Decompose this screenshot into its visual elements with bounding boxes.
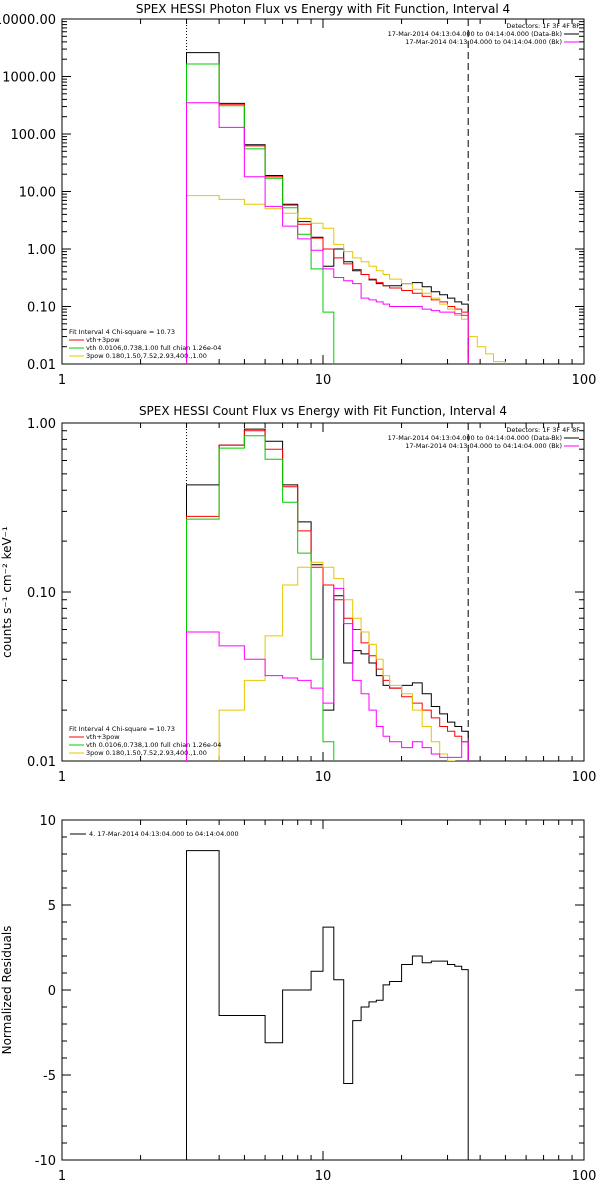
legend-entry-label: 4. 17-Mar-2014 04:13:04.000 to 04:14:04.… <box>89 830 239 838</box>
y-tick-label: 5 <box>48 899 56 914</box>
x-tick-label: 1 <box>58 373 66 388</box>
x-tick-label: 100 <box>572 770 597 785</box>
x-tick-label: 10 <box>315 770 332 785</box>
series-line-5 <box>186 102 469 364</box>
series-line-5 <box>186 587 469 761</box>
panel-3: 1 10 100 -10 -5 0 5 10 Normalized Residuals 4. 17… <box>0 814 596 1184</box>
x-tick-label: 1 <box>58 1169 66 1184</box>
y-tick-label: -5 <box>43 1069 56 1084</box>
series-group <box>186 428 469 761</box>
series-line-3 <box>186 435 335 761</box>
y-tick-label: 0.10 <box>27 586 56 601</box>
x-tick-label: 10 <box>315 1169 332 1184</box>
fit-legend-label: 3pow 0.180,1.50,7.52,2.93,400.,1.00 <box>86 352 207 360</box>
fit-legend-label: vth 0.0106,0.738,1.00 full chian 1.26e-0… <box>86 741 221 749</box>
series-group <box>186 52 506 364</box>
plot-frame <box>61 819 585 1161</box>
y-tick-label: 10.00 <box>19 186 56 201</box>
y-tick-label: 0.10 <box>27 301 56 316</box>
y-axis-label: Normalized Residuals <box>0 926 14 1055</box>
x-tick-label: 1 <box>58 770 66 785</box>
panel-1: SPEX HESSI Photon Flux vs Energy with Fi… <box>0 2 596 388</box>
y-tick-label: 0.01 <box>27 358 56 373</box>
legend-entry-label: 17-Mar-2014 04:13:04.000 to 04:14:04.000… <box>405 442 562 450</box>
y-tick-label: 1000.00 <box>2 71 56 86</box>
legend-entry-label: 17-Mar-2014 04:13:04.000 to 04:14:04.000… <box>388 434 562 442</box>
legend-header: Detectors: 1F 3F 4F 8F <box>506 22 580 30</box>
legend-header: Detectors: 1F 3F 4F 8F <box>506 426 580 434</box>
fit-legend-header: Fit Interval 4 Chi-square = 10.73 <box>69 725 175 733</box>
series-line-4 <box>186 195 506 364</box>
x-tick-label: 100 <box>572 373 597 388</box>
series-line-4 <box>218 561 456 761</box>
series-line-1 <box>186 428 469 761</box>
y-tick-label: 10000.00 <box>0 13 56 28</box>
series-line-1 <box>186 850 469 1160</box>
y-tick-label: 10 <box>39 814 56 829</box>
x-tick-label: 100 <box>572 1169 597 1184</box>
y-tick-label: 1.00 <box>27 243 56 258</box>
fit-legend-label: vth+3pow <box>86 336 120 344</box>
y-tick-label: 100.00 <box>11 128 57 143</box>
fit-legend-label: vth+3pow <box>86 733 120 741</box>
panel-2: SPEX HESSI Count Flux vs Energy with Fit… <box>0 404 597 785</box>
y-tick-label: 0.01 <box>27 755 56 770</box>
fit-legend-header: Fit Interval 4 Chi-square = 10.73 <box>69 328 175 336</box>
legend-entry-label: 17-Mar-2014 04:13:04.000 to 04:14:04.000… <box>388 30 562 38</box>
fit-legend-label: vth 0.0106,0.738,1.00 full chian 1.26e-0… <box>86 344 221 352</box>
chart-title: SPEX HESSI Photon Flux vs Energy with Fi… <box>136 2 510 16</box>
fit-legend-label: 3pow 0.180,1.50,7.52,2.93,400.,1.00 <box>86 749 207 757</box>
series-line-1 <box>186 52 469 364</box>
series-line-3 <box>186 63 335 364</box>
chart-title: SPEX HESSI Count Flux vs Energy with Fit… <box>139 404 507 418</box>
series-line-2 <box>186 430 469 761</box>
legend-entry-label: 17-Mar-2014 04:13:04.000 to 04:14:04.000… <box>405 38 562 46</box>
series-group <box>186 850 469 1160</box>
x-tick-label: 10 <box>315 373 332 388</box>
series-line-2 <box>186 63 469 364</box>
y-tick-label: 1.00 <box>27 417 56 432</box>
y-tick-label: -10 <box>35 1154 56 1169</box>
y-axis-label: counts s⁻¹ cm⁻² keV⁻¹ <box>0 526 14 658</box>
y-tick-label: 0 <box>48 984 56 999</box>
